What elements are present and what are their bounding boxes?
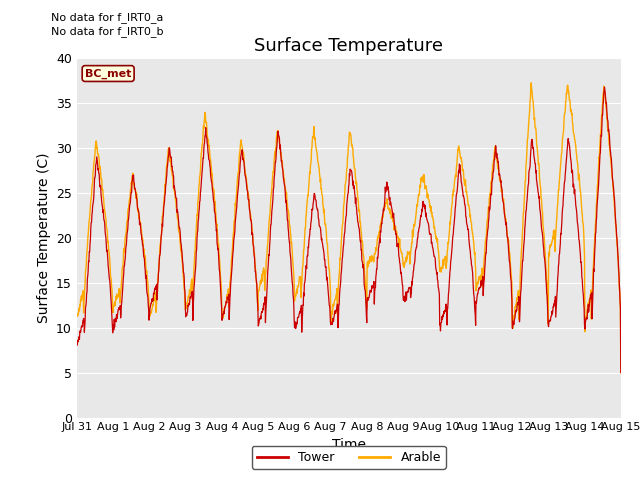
Text: No data for f_IRT0_a: No data for f_IRT0_a [51, 12, 164, 23]
X-axis label: Time: Time [332, 438, 366, 452]
Legend: Tower, Arable: Tower, Arable [252, 446, 446, 469]
Y-axis label: Surface Temperature (C): Surface Temperature (C) [36, 152, 51, 323]
Title: Surface Temperature: Surface Temperature [254, 36, 444, 55]
Text: BC_met: BC_met [85, 68, 131, 79]
Text: No data for f_IRT0_b: No data for f_IRT0_b [51, 26, 164, 37]
